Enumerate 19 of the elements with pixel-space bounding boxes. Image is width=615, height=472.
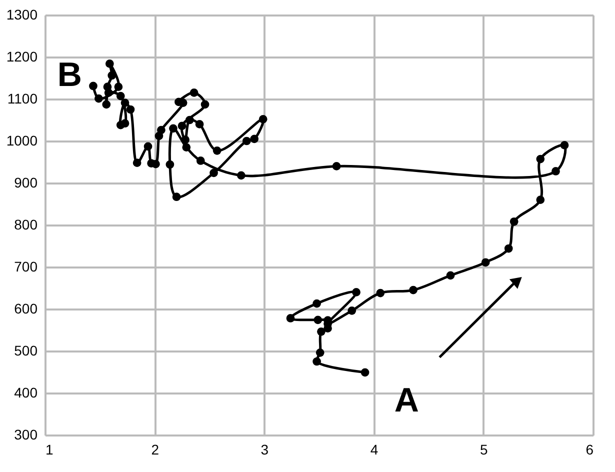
y-tick-label: 700	[14, 258, 38, 274]
annotation: A	[394, 381, 419, 420]
y-tick-label: 400	[14, 384, 38, 400]
x-tick-label: 5	[480, 442, 488, 458]
y-tick-label: 600	[14, 300, 38, 316]
y-tick-label: 1100	[7, 90, 38, 106]
y-tick-label: 300	[14, 426, 38, 442]
y-tick-label: 800	[14, 216, 38, 232]
x-tick-label: 6	[586, 442, 594, 458]
y-tick-label: 1300	[6, 6, 38, 22]
y-tick-label: 500	[14, 342, 38, 358]
x-tick-label: 2	[151, 442, 160, 458]
x-tick-label: 4	[370, 442, 378, 458]
x-tick-label: 3	[260, 442, 269, 458]
y-tick-label: 1200	[6, 48, 38, 64]
x-tick-label: 1	[46, 442, 54, 458]
annotation: B	[57, 56, 82, 94]
y-tick-label: 1000	[6, 132, 38, 148]
y-tick-label: 900	[14, 174, 38, 190]
